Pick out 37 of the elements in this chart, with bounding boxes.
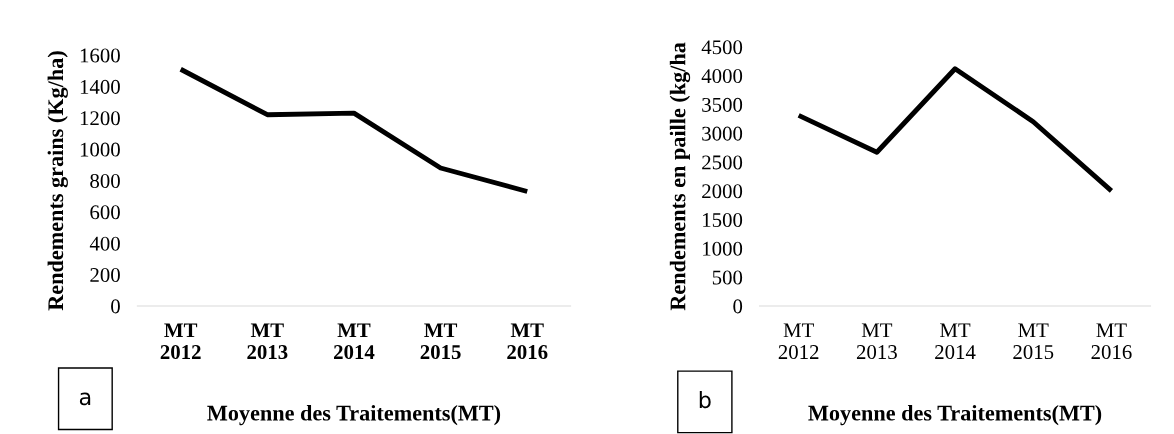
y-tick-label: 500 [712, 270, 743, 285]
y-tick-label: 2000 [702, 184, 743, 199]
y-tick-label: 1000 [703, 241, 743, 256]
x-tick-label: MT 2013 [247, 323, 288, 360]
x-axis-title: Moyenne des Traitements(MT) [808, 404, 1102, 426]
x-tick-label: MT 2012 [160, 323, 201, 360]
y-tick-label: 800 [90, 173, 120, 188]
y-tick-label: 1200 [80, 111, 120, 126]
y-axis-title: Rendements grains (Kg/ha) [47, 51, 68, 311]
y-tick-label: 1000 [80, 142, 120, 157]
y-tick-label: 3000 [702, 126, 743, 141]
x-tick-label: MT 2014 [935, 323, 976, 360]
y-tick-label: 400 [89, 236, 120, 251]
x-tick-label: MT 2015 [1013, 323, 1054, 360]
text: b [699, 391, 711, 409]
y-tick-label: 3500 [702, 97, 743, 112]
y-tick-label: 1500 [703, 212, 743, 228]
x-tick-label: MT 2012 [778, 323, 819, 360]
y-tick-label: 200 [90, 267, 120, 283]
line-series [178, 66, 530, 194]
x-tick-label: MT 2014 [334, 323, 375, 360]
x-tick-label: MT 2016 [507, 323, 548, 360]
y-tick-label: 4000 [701, 69, 743, 84]
y-tick-label: 2500 [702, 155, 743, 170]
y-tick-label: 600 [90, 205, 120, 220]
line-series [796, 66, 1114, 194]
x-tick-label: MT 2015 [420, 323, 461, 360]
x-tick-label: MT 2016 [1091, 323, 1132, 360]
x-axis-title: Moyenne des Traitements(MT) [207, 404, 501, 426]
y-tick-label: 0 [733, 299, 743, 314]
y-axis-title: Rendements en paille (kg/ha [669, 42, 691, 311]
y-tick-label: 0 [111, 299, 120, 314]
y-tick-label: 4500 [701, 40, 743, 55]
text: a [79, 392, 91, 406]
y-tick-label: 1400 [80, 79, 120, 94]
x-tick-label: MT 2013 [856, 323, 897, 360]
y-tick-label: 1600 [80, 48, 120, 63]
